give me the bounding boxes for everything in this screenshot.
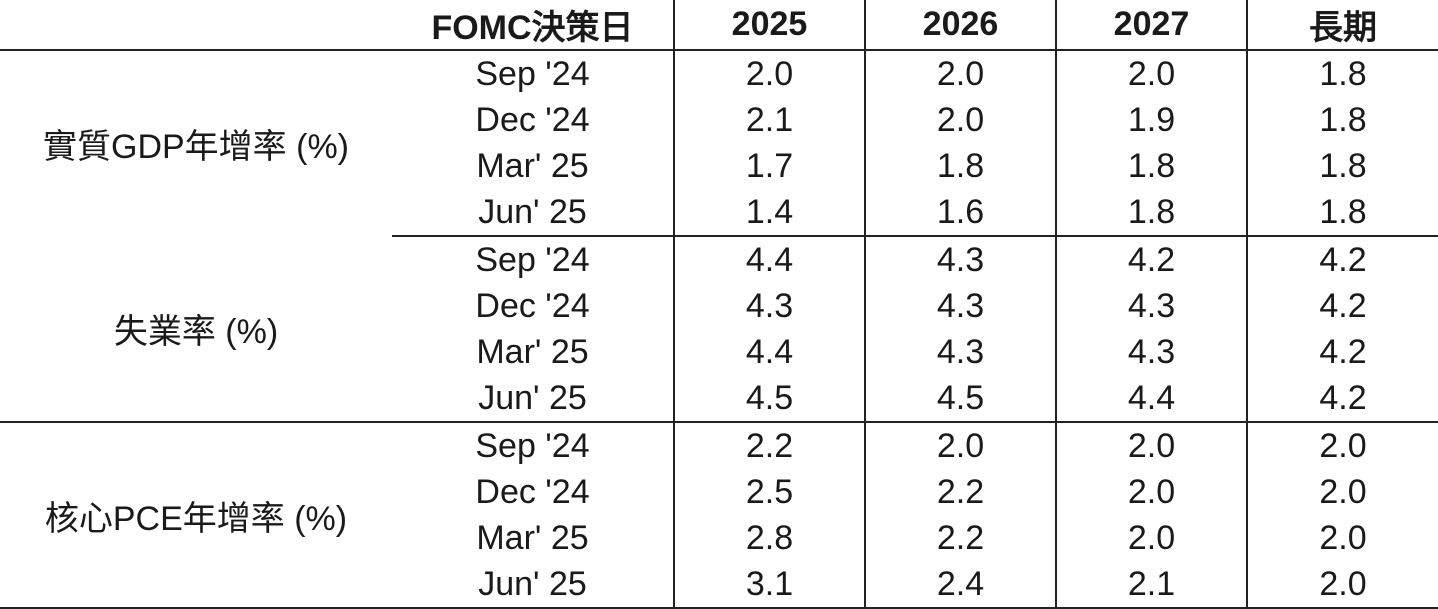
value-cell: 2.2 [864,515,1056,561]
header-year-2026: 2026 [864,0,1056,51]
value-cell: 2.2 [673,422,865,469]
header-label [0,0,392,51]
date-cell: Mar' 25 [476,332,589,371]
value-cell: 4.5 [673,375,865,423]
value-cell: 2.4 [864,561,1056,609]
metric-label-gdp: 實質GDP年增率 (%) [43,128,349,166]
value-cell: 1.8 [1246,143,1438,189]
value-cell: 1.9 [1055,97,1247,143]
value-cell: 2.0 [673,50,865,97]
date-cell: Dec '24 [475,286,590,325]
table-row: Jun' 25 1.4 1.6 1.8 1.8 [0,189,1438,237]
value-cell: 1.4 [673,189,865,237]
table-row: Jun' 25 4.5 4.5 4.4 4.2 [0,375,1438,423]
value-cell: 2.0 [1055,422,1247,469]
value-cell: 1.8 [1246,97,1438,143]
table-row: Jun' 25 3.1 2.4 2.1 2.0 [0,561,1438,609]
value-cell: 1.8 [864,143,1056,189]
date-cell: Mar' 25 [476,518,589,557]
value-cell: 2.0 [1246,561,1438,609]
metric-label-core-pce: 核心PCE年增率 (%) [0,422,392,609]
value-cell: 4.3 [864,329,1056,375]
value-cell: 1.8 [1246,189,1438,237]
value-cell: 4.4 [673,329,865,375]
value-cell: 1.6 [864,189,1056,237]
value-cell: 4.2 [1246,375,1438,423]
table-row: Mar' 25 1.7 1.8 1.8 1.8 [0,143,1438,189]
value-cell: 2.0 [864,97,1056,143]
value-cell: 2.0 [1246,469,1438,515]
value-cell: 4.3 [673,283,865,329]
value-cell: 2.0 [1055,515,1247,561]
value-cell: 2.0 [1055,469,1247,515]
value-cell: 1.8 [1055,189,1247,237]
table-row: Mar' 25 4.4 4.3 4.3 4.2 [0,329,1438,375]
value-cell: 1.8 [1055,143,1247,189]
header-row: FOMC決策日 2025 2026 2027 長期 [0,0,1438,51]
value-cell: 4.5 [864,375,1056,423]
value-cell: 4.2 [1246,283,1438,329]
date-cell: Sep '24 [475,240,590,279]
date-cell: Mar' 25 [476,146,589,185]
value-cell: 4.4 [1055,375,1247,423]
value-cell: 4.2 [1246,329,1438,375]
value-cell: 4.4 [673,236,865,283]
date-cell: Jun' 25 [392,375,674,423]
value-cell: 1.7 [673,143,865,189]
value-cell: 2.0 [1246,422,1438,469]
value-cell: 2.0 [864,422,1056,469]
metric-label-unemployment: 失業率 (%) [0,236,392,423]
value-cell: 2.1 [673,97,865,143]
value-cell: 4.3 [1055,329,1247,375]
table-row: Dec '24 2.5 2.2 2.0 2.0 [0,469,1438,515]
table-row: Dec '24 2.1 2.0 1.9 1.8 [0,97,1438,143]
value-cell: 2.0 [1055,50,1247,97]
table-row: 實質GDP年增率 (%) Sep '24 2.0 2.0 2.0 1.8 [0,50,1438,166]
value-cell: 2.1 [1055,561,1247,609]
date-cell: Dec '24 [475,472,590,511]
table-row: Dec '24 4.3 4.3 4.3 4.2 [0,283,1438,329]
value-cell: 4.2 [1246,236,1438,283]
header-longrun: 長期 [1246,0,1438,51]
value-cell: 4.3 [864,236,1056,283]
value-cell: 2.5 [673,469,865,515]
header-year-2025: 2025 [673,0,865,51]
date-cell: Jun' 25 [392,189,674,237]
header-year-2027: 2027 [1055,0,1247,51]
value-cell: 2.0 [1246,515,1438,561]
table-row: 核心PCE年增率 (%) Sep '24 2.2 2.0 2.0 2.0 [0,422,1438,609]
date-cell: Dec '24 [475,100,590,139]
value-cell: 2.0 [864,50,1056,97]
table-row: Mar' 25 2.8 2.2 2.0 2.0 [0,515,1438,561]
value-cell: 1.8 [1246,50,1438,97]
value-cell: 2.2 [864,469,1056,515]
value-cell: 3.1 [673,561,865,609]
value-cell: 4.3 [1055,283,1247,329]
table-row: 失業率 (%) Sep '24 4.4 4.3 4.2 4.2 [0,236,1438,423]
value-cell: 4.3 [864,283,1056,329]
date-cell: Sep '24 [475,54,590,93]
value-cell: 2.8 [673,515,865,561]
date-cell: Jun' 25 [392,561,674,609]
header-date-col: FOMC決策日 [392,0,674,51]
value-cell: 4.2 [1055,236,1247,283]
date-cell: Sep '24 [475,426,590,465]
